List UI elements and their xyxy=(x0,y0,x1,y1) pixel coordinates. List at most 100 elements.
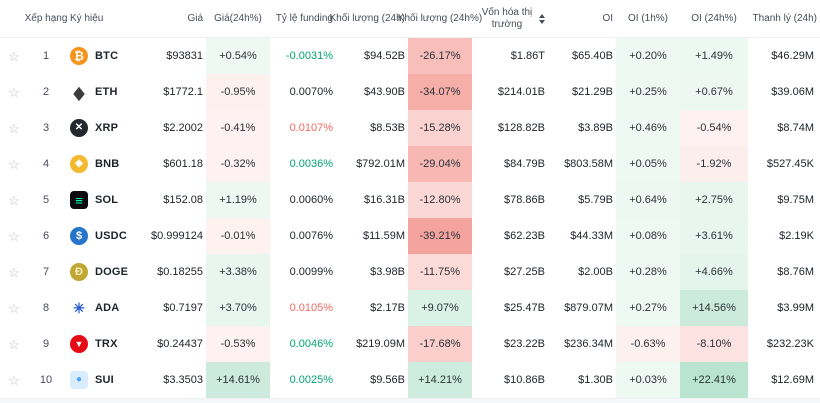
sui-coin-icon: ● xyxy=(70,371,88,389)
rank-cell: 7 xyxy=(42,266,50,278)
coin-icon-glyph: ₿ xyxy=(74,49,84,63)
table-row[interactable]: ☆ 1 ₿ BTC $93831 +0.54% -0.0031% $94.52B -26.17%… xyxy=(0,38,820,74)
volume-cell: $792.01M xyxy=(356,158,405,170)
price-change-cell: +1.19% xyxy=(206,182,270,218)
col-header-oi[interactable]: OI xyxy=(548,0,616,37)
rank-cell: 8 xyxy=(42,302,50,314)
coin-icon-glyph: ▼ xyxy=(74,338,84,349)
coin-icon-glyph: ✕ xyxy=(74,122,84,133)
oi-24h-change-cell: -8.10% xyxy=(680,326,748,362)
favorite-star-icon[interactable]: ☆ xyxy=(8,192,20,208)
coin-label: $ USDC xyxy=(70,227,127,245)
rank-cell: 9 xyxy=(42,338,50,350)
table-row[interactable]: ☆ 6 $ USDC $0.999124 -0.01% 0.0076% $11.59M -39.… xyxy=(0,218,820,254)
favorite-star-icon[interactable]: ☆ xyxy=(8,156,20,172)
favorite-star-icon[interactable]: ☆ xyxy=(8,372,20,388)
star-cell: ☆ xyxy=(0,254,28,290)
col-header-mcap[interactable]: Vốn hóa thị trường xyxy=(472,0,548,37)
table-row[interactable]: ☆ 8 ✳ ADA $0.7197 +3.70% 0.0105% $2.17B +9.07% $2… xyxy=(0,290,820,326)
favorite-star-icon[interactable]: ☆ xyxy=(8,264,20,280)
symbol-cell: ✕ XRP xyxy=(64,110,140,146)
col-header-liq[interactable]: Thanh lý (24h) xyxy=(748,0,820,37)
next-row-edge xyxy=(0,398,820,403)
table-row[interactable]: ☆ 10 ● SUI $3.3503 +14.61% 0.0025% $9.56B +14.21… xyxy=(0,362,820,398)
favorite-star-icon[interactable]: ☆ xyxy=(8,300,20,316)
oi-cell: $2.00B xyxy=(578,266,613,278)
coin-icon-glyph: ◆ xyxy=(75,158,83,169)
coin-symbol: TRX xyxy=(95,338,118,350)
star-cell: ☆ xyxy=(0,326,28,362)
col-header-symbol[interactable]: Ký hiệu xyxy=(64,0,140,37)
oi-1h-change-cell: +0.27% xyxy=(616,290,680,326)
oi-cell: $1.30B xyxy=(578,374,613,386)
price-cell: $1772.1 xyxy=(163,86,203,98)
volume-cell: $3.98B xyxy=(370,266,405,278)
market-cap-cell: $214.01B xyxy=(497,86,545,98)
oi-24h-change-cell: +4.66% xyxy=(680,254,748,290)
coin-label: ▼ TRX xyxy=(70,335,118,353)
col-header-funding[interactable]: Tỷ lệ funding xyxy=(270,0,336,37)
funding-rate-cell: 0.0076% xyxy=(289,230,333,242)
coin-symbol: SOL xyxy=(95,194,119,206)
sort-up-arrow xyxy=(539,13,545,18)
oi-cell: $879.07M xyxy=(564,302,613,314)
col-header-rank[interactable]: Xếp hạng xyxy=(25,0,68,37)
sort-icon[interactable] xyxy=(539,13,545,24)
favorite-star-icon[interactable]: ☆ xyxy=(8,228,20,244)
price-cell: $0.24437 xyxy=(157,338,203,350)
liquidation-cell: $9.75M xyxy=(777,194,814,206)
table-row[interactable]: ☆ 7 Ð DOGE $0.18255 +3.38% 0.0099% $3.98B -11.75… xyxy=(0,254,820,290)
price-cell: $0.7197 xyxy=(163,302,203,314)
symbol-cell: ▼ TRX xyxy=(64,326,140,362)
oi-24h-change-cell: -0.54% xyxy=(680,110,748,146)
star-cell: ☆ xyxy=(0,38,28,74)
favorite-star-icon[interactable]: ☆ xyxy=(8,336,20,352)
oi-cell: $236.34M xyxy=(564,338,613,350)
volume-change-cell: -17.68% xyxy=(408,326,472,362)
volume-change-cell: -15.28% xyxy=(408,110,472,146)
price-change-cell: -0.95% xyxy=(206,74,270,110)
market-cap-cell: $25.47B xyxy=(504,302,545,314)
col-header-oi_1h[interactable]: OI (1h%) xyxy=(616,0,680,37)
volume-change-cell: -26.17% xyxy=(408,38,472,74)
price-change-cell: +3.38% xyxy=(206,254,270,290)
symbol-cell: Ð DOGE xyxy=(64,254,140,290)
col-header-label: Giá(24h%) xyxy=(214,12,262,24)
favorite-star-icon[interactable]: ☆ xyxy=(8,48,20,64)
favorite-star-icon[interactable]: ☆ xyxy=(8,120,20,136)
coin-icon-glyph: ✳ xyxy=(73,300,85,316)
coin-symbol: SUI xyxy=(95,374,114,386)
star-cell: ☆ xyxy=(0,110,28,146)
price-change-cell: +3.70% xyxy=(206,290,270,326)
favorite-star-icon[interactable]: ☆ xyxy=(8,84,20,100)
col-header-vol[interactable]: Khối lượng (24h) xyxy=(329,0,408,37)
rank-cell: 3 xyxy=(42,122,50,134)
col-header-oi_24h[interactable]: OI (24h%) xyxy=(680,0,748,37)
volume-cell: $9.56B xyxy=(370,374,405,386)
star-cell: ☆ xyxy=(0,74,28,110)
col-header-price_chg[interactable]: Giá(24h%) xyxy=(206,0,270,37)
table-row[interactable]: ☆ 3 ✕ XRP $2.2002 -0.41% 0.0107% $8.53B -15.28% $… xyxy=(0,110,820,146)
liquidation-cell: $46.29M xyxy=(771,50,814,62)
liquidation-cell: $527.45K xyxy=(766,158,814,170)
star-cell: ☆ xyxy=(0,362,28,398)
rank-cell: 5 xyxy=(42,194,50,206)
col-header-price[interactable]: Giá xyxy=(140,0,206,37)
table-row[interactable]: ☆ 5 ≡ SOL $152.08 +1.19% 0.0060% $16.31B -12.80%… xyxy=(0,182,820,218)
table-row[interactable]: ☆ 2 ◆ ETH $1772.1 -0.95% 0.0070% $43.90B -34.07%… xyxy=(0,74,820,110)
table-row[interactable]: ☆ 9 ▼ TRX $0.24437 -0.53% 0.0046% $219.09M -17.6… xyxy=(0,326,820,362)
funding-rate-cell: 0.0099% xyxy=(289,266,333,278)
btc-coin-icon: ₿ xyxy=(70,47,88,65)
col-header-label: Khối lượng (24h) xyxy=(329,12,405,24)
table-row[interactable]: ☆ 4 ◆ BNB $601.18 -0.32% 0.0036% $792.01M -29.04… xyxy=(0,146,820,182)
oi-cell: $803.58M xyxy=(564,158,613,170)
col-header-vol_chg[interactable]: Khối lượng (24h%) xyxy=(398,0,482,37)
table-header: Xếp hạng Ký hiệu Giá Giá(24h%) Tỷ lệ funding… xyxy=(0,0,820,38)
coin-symbol: XRP xyxy=(95,122,119,134)
oi-24h-change-cell: +14.56% xyxy=(680,290,748,326)
market-cap-cell: $84.79B xyxy=(504,158,545,170)
table-body: ☆ 1 ₿ BTC $93831 +0.54% -0.0031% $94.52B -26.17%… xyxy=(0,38,820,398)
coin-label: ≡ SOL xyxy=(70,191,118,209)
star-cell: ☆ xyxy=(0,182,28,218)
liquidation-cell: $3.99M xyxy=(777,302,814,314)
